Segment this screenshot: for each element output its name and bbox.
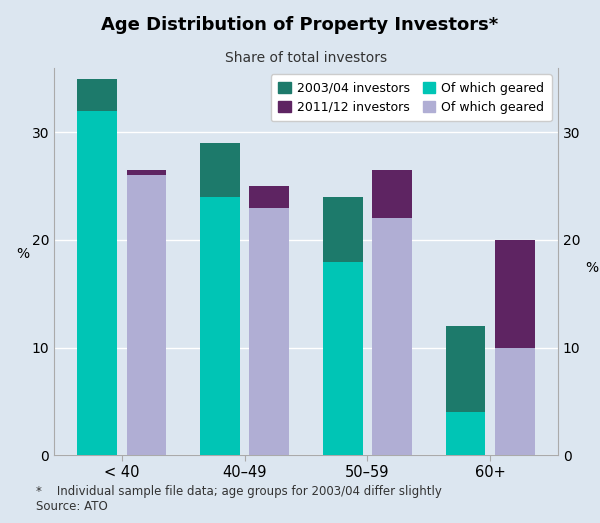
Bar xyxy=(373,219,412,455)
Bar xyxy=(250,208,289,455)
Y-axis label: %: % xyxy=(585,262,598,276)
Legend: 2003/04 investors, 2011/12 investors, Of which geared, Of which geared: 2003/04 investors, 2011/12 investors, Of… xyxy=(271,74,552,121)
Bar xyxy=(250,186,289,208)
Y-axis label: %: % xyxy=(17,247,30,262)
Title: Share of total investors: Share of total investors xyxy=(225,51,387,65)
Bar xyxy=(77,111,116,455)
Bar xyxy=(77,79,116,111)
Text: Age Distribution of Property Investors*: Age Distribution of Property Investors* xyxy=(101,16,499,33)
Bar xyxy=(496,240,535,347)
Bar xyxy=(496,347,535,455)
Bar xyxy=(323,197,362,262)
Bar xyxy=(127,176,166,455)
Bar xyxy=(200,143,239,197)
Bar xyxy=(323,262,362,455)
Bar xyxy=(200,197,239,455)
Bar xyxy=(446,412,485,455)
Bar xyxy=(373,170,412,219)
Bar xyxy=(127,170,166,176)
Text: *    Individual sample file data; age groups for 2003/04 differ slightly
Source:: * Individual sample file data; age group… xyxy=(36,484,442,513)
Bar xyxy=(446,326,485,412)
